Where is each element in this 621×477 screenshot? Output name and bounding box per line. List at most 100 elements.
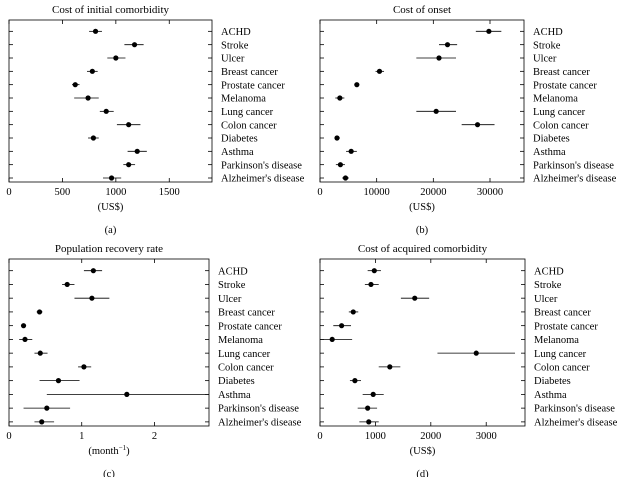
x-tick-label: 0 (317, 431, 322, 442)
category-label: ACHD (221, 27, 251, 38)
data-point (89, 68, 95, 74)
category-label: Melanoma (533, 94, 578, 105)
data-point (44, 405, 50, 411)
x-tick-label: 1500 (159, 187, 180, 198)
data-point (72, 82, 78, 88)
category-label: Ulcer (533, 54, 557, 65)
x-tick-label: 20000 (420, 187, 446, 198)
category-label: Breast cancer (218, 308, 275, 319)
category-label: Alzheimer's disease (534, 417, 618, 428)
data-point (486, 28, 492, 34)
category-label: Asthma (534, 390, 567, 401)
data-point (126, 122, 132, 128)
plot-frame (319, 19, 525, 183)
data-point (348, 148, 354, 154)
panel-label: (a) (105, 225, 117, 236)
category-label: ACHD (534, 266, 564, 277)
x-tick-label: 0 (317, 187, 322, 198)
data-point (371, 268, 377, 274)
data-point (350, 309, 356, 315)
category-label: Diabetes (221, 134, 258, 145)
data-point (37, 350, 43, 356)
data-point (433, 108, 439, 114)
category-label: Diabetes (534, 376, 571, 387)
data-point (131, 42, 138, 48)
data-point (354, 82, 360, 88)
panel-4: Cost of acquired comorbidity 0 1000 2000 300… (317, 243, 617, 477)
category-label: Prostate cancer (533, 80, 597, 91)
x-axis-label: (US$) (410, 446, 436, 457)
x-axis-label: (month−1) (88, 444, 130, 457)
data-point (436, 55, 442, 61)
chart-title: Cost of onset (393, 4, 451, 16)
data-point (22, 336, 28, 343)
data-point (365, 405, 371, 411)
plot-frame (8, 258, 210, 427)
category-label: Asthma (221, 147, 254, 158)
category-label: Parkinson's disease (534, 404, 615, 415)
category-label: ACHD (218, 266, 248, 277)
chart-title: Cost of acquired comorbidity (358, 243, 488, 255)
category-label: Breast cancer (534, 308, 591, 319)
category-label: Diabetes (533, 134, 570, 145)
category-label: Melanoma (534, 335, 579, 346)
category-label: Lung cancer (221, 107, 274, 118)
category-label: Alzheimer's disease (533, 174, 617, 185)
x-axis-label: (US$) (409, 202, 435, 213)
data-point (85, 95, 91, 101)
category-label: Parkinson's disease (221, 160, 302, 171)
data-point (473, 350, 479, 356)
category-label: Stroke (534, 280, 562, 291)
data-point (103, 108, 109, 114)
data-point (376, 68, 383, 74)
category-label: Colon cancer (221, 120, 277, 131)
x-tick-label: 30000 (477, 187, 503, 198)
category-label: Stroke (218, 280, 246, 291)
category-label: Ulcer (218, 294, 242, 305)
plot-frame (319, 258, 526, 427)
data-point (334, 135, 340, 141)
category-label: Alzheimer's disease (221, 174, 305, 185)
category-label: Colon cancer (534, 362, 590, 373)
data-point (39, 419, 45, 425)
category-label: Colon cancer (533, 120, 589, 131)
data-point (444, 42, 451, 48)
category-label: Breast cancer (533, 67, 590, 78)
data-point (90, 135, 97, 141)
x-axis-label: (US$) (98, 202, 124, 213)
panel-label: (c) (103, 469, 115, 477)
data-point (134, 148, 140, 154)
category-label: Melanoma (221, 94, 266, 105)
data-point (352, 378, 358, 384)
chart-title: Cost of initial comorbidity (52, 4, 170, 16)
x-tick-label: 3000 (476, 431, 497, 442)
x-tick-label: 0 (6, 187, 11, 198)
data-point (20, 323, 27, 329)
data-point (474, 122, 481, 128)
chart-title: Population recovery rate (55, 243, 163, 255)
data-point (342, 175, 349, 181)
x-tick-label: 1 (79, 431, 84, 442)
panel-label: (d) (416, 469, 429, 477)
x-tick-label: 2 (152, 431, 157, 442)
data-point (126, 162, 132, 168)
category-label: Breast cancer (221, 67, 278, 78)
data-point (89, 295, 95, 301)
data-point (64, 281, 70, 288)
x-tick-label: 1000 (365, 431, 386, 442)
panel-label: (b) (416, 225, 429, 236)
category-label: Colon cancer (218, 362, 274, 373)
category-label: Stroke (221, 40, 249, 51)
category-label: Parkinson's disease (218, 404, 299, 415)
data-point (92, 28, 99, 34)
category-label: Asthma (218, 390, 251, 401)
category-label: Diabetes (218, 376, 255, 387)
category-label: ACHD (533, 27, 563, 38)
category-label: Lung cancer (218, 349, 271, 360)
category-label: Prostate cancer (221, 80, 285, 91)
data-point (108, 175, 115, 181)
data-point (113, 55, 119, 61)
data-point (81, 364, 87, 370)
category-label: Ulcer (534, 294, 558, 305)
